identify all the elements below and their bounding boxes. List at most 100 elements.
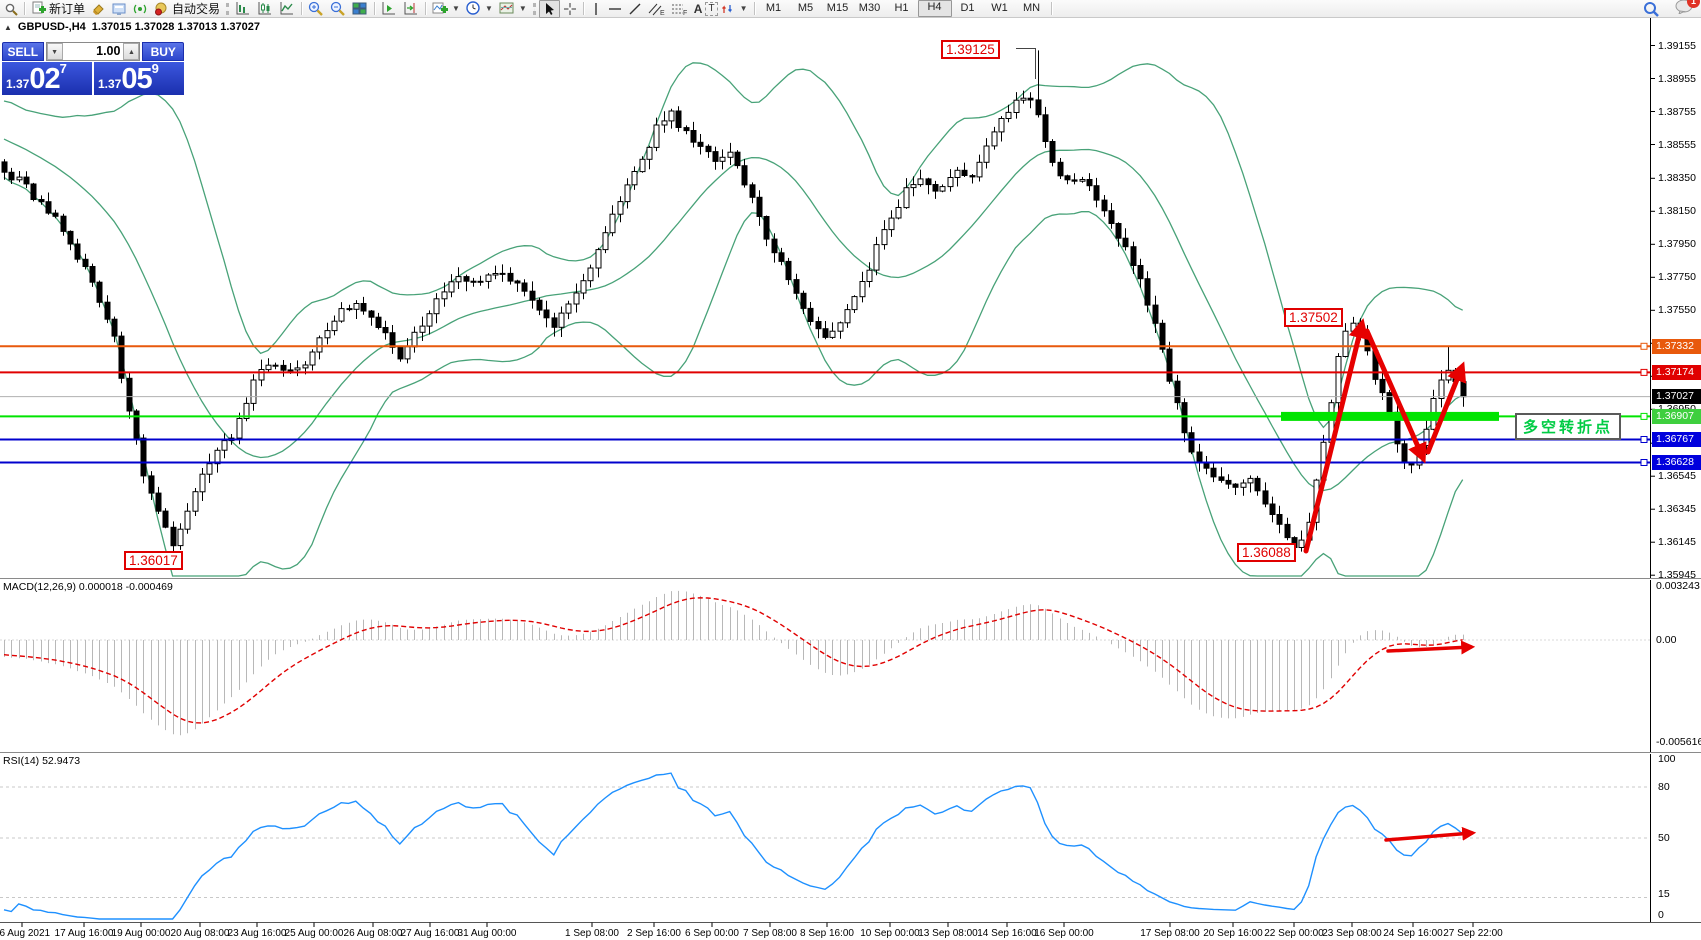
horizontal-level-lines[interactable] xyxy=(0,342,1650,466)
price-marker-1.36628: 1.36628 xyxy=(1652,454,1701,470)
buy-button[interactable]: BUY xyxy=(142,42,185,61)
price-marker-1.36907: 1.36907 xyxy=(1652,408,1701,424)
chevron-down-icon: ▼ xyxy=(518,4,527,13)
time-axis-label: 27 Aug 16:00 xyxy=(400,928,460,939)
time-axis-label: 20 Sep 16:00 xyxy=(1203,928,1263,939)
profile-icon xyxy=(112,3,126,15)
trendline-tool[interactable] xyxy=(625,1,645,17)
trend-zigzag-arrows[interactable] xyxy=(1303,318,1467,554)
separator xyxy=(425,2,427,15)
timeframe-W1[interactable]: W1 xyxy=(991,2,1008,14)
chart-shift-button[interactable] xyxy=(400,1,422,17)
time-axis-label: 22 Sep 00:00 xyxy=(1264,928,1324,939)
timeframe-H4[interactable]: H4 xyxy=(917,0,952,17)
time-axis-label: 17 Aug 16:00 xyxy=(54,928,114,939)
horizontal-line-tool[interactable] xyxy=(605,1,625,17)
timeframe-M30[interactable]: M30 xyxy=(858,2,881,14)
timeframe-D1[interactable]: D1 xyxy=(960,2,975,14)
time-axis-label: 25 Aug 00:00 xyxy=(284,928,344,939)
arrows-tool[interactable]: ▼ xyxy=(718,1,751,17)
price-tag-1.37502[interactable]: 1.37502 xyxy=(1284,308,1343,327)
price-tag-1.39125[interactable]: 1.39125 xyxy=(941,40,1000,59)
timeframe-H1[interactable]: H1 xyxy=(894,2,909,14)
separator xyxy=(374,2,376,15)
new-order-button[interactable]: 新订单 xyxy=(28,1,88,17)
turning-point-note[interactable]: 多空转折点 xyxy=(1515,413,1622,440)
indicators-button[interactable]: ▼ xyxy=(429,1,463,17)
timeframe-M1[interactable]: M1 xyxy=(765,2,782,14)
bar-chart-button[interactable] xyxy=(232,1,254,17)
timeframe-MN[interactable]: MN xyxy=(1022,2,1041,14)
text-tool[interactable]: A xyxy=(691,1,706,17)
rsi-annotation-arrow[interactable] xyxy=(1384,826,1477,842)
time-axis-label: 19 Aug 00:00 xyxy=(111,928,171,939)
toolbar: 新订单 自动交易 xyxy=(0,0,1701,18)
periods-button[interactable]: ▼ xyxy=(463,1,496,17)
svg-text:F: F xyxy=(683,10,687,16)
timeframe-M15[interactable]: M15 xyxy=(826,2,849,14)
price-tag-1.36017[interactable]: 1.36017 xyxy=(124,551,183,570)
price-marker-1.36767: 1.36767 xyxy=(1652,432,1701,448)
price-axis-tick: 1.38150 xyxy=(1658,205,1696,218)
tile-windows-button[interactable] xyxy=(349,1,371,17)
candlestick-chart-icon xyxy=(258,2,272,15)
styles-button[interactable] xyxy=(88,1,109,17)
timeframe-M5[interactable]: M5 xyxy=(797,2,814,14)
price-marker-1.37332: 1.37332 xyxy=(1652,338,1701,354)
collapse-arrow-icon[interactable]: ▲ xyxy=(4,22,12,32)
crosshair-icon xyxy=(563,2,576,15)
time-axis-label: 10 Sep 00:00 xyxy=(860,928,920,939)
buy-price-main: 05 xyxy=(121,63,152,95)
cursor-tool-button[interactable] xyxy=(538,0,560,18)
bollinger-bands xyxy=(3,62,1464,577)
templates-button[interactable]: ▼ xyxy=(496,1,530,17)
buy-price-panel[interactable]: 1.37 05 9 xyxy=(94,62,184,95)
time-axis-label: 17 Sep 08:00 xyxy=(1140,928,1200,939)
svg-text:E: E xyxy=(660,10,665,16)
sell-price-panel[interactable]: 1.37 02 7 xyxy=(2,62,92,95)
chart-shift-icon xyxy=(404,2,418,15)
crosshair-tool-button[interactable] xyxy=(560,1,580,17)
sell-button[interactable]: SELL xyxy=(2,42,44,61)
chevron-down-icon: ▼ xyxy=(739,4,748,13)
search-tool-icon[interactable] xyxy=(2,1,21,17)
line-chart-button[interactable] xyxy=(276,1,298,17)
symbol-title: GBPUSD-,H4 xyxy=(17,21,86,33)
price-axis-tick: 1.37950 xyxy=(1658,238,1696,251)
channel-tool[interactable]: E xyxy=(645,1,668,17)
price-tag-1.36088[interactable]: 1.36088 xyxy=(1237,543,1296,562)
global-search-icon[interactable] xyxy=(1643,1,1660,17)
volume-stepper: ▼ 1.00 ▲ xyxy=(45,42,141,61)
trendline-icon xyxy=(629,3,641,14)
toolbar-grip[interactable] xyxy=(532,2,536,15)
signals-button[interactable] xyxy=(130,1,151,17)
auto-scroll-button[interactable] xyxy=(378,1,400,17)
new-order-icon xyxy=(32,1,46,14)
macd-annotation-arrow[interactable] xyxy=(1386,640,1476,655)
zoom-out-button[interactable] xyxy=(327,1,349,17)
autotrading-button[interactable]: 自动交易 xyxy=(151,1,223,17)
vertical-line-tool[interactable] xyxy=(587,1,605,17)
volume-decrease-button[interactable]: ▼ xyxy=(46,43,63,60)
price-axis-tick: 1.37550 xyxy=(1658,304,1696,317)
text-label-tool[interactable]: T xyxy=(705,1,718,16)
autotrading-label: 自动交易 xyxy=(172,2,221,16)
notifications-button[interactable]: 1 xyxy=(1675,0,1700,19)
zoom-in-button[interactable] xyxy=(305,1,327,17)
signal-icon xyxy=(133,4,147,13)
time-axis-label: 13 Sep 08:00 xyxy=(918,928,978,939)
fibonacci-tool[interactable]: F xyxy=(668,1,691,17)
volume-input[interactable]: 1.00 xyxy=(96,44,121,58)
volume-increase-button[interactable]: ▲ xyxy=(123,43,140,60)
zoom-in-icon xyxy=(308,1,323,16)
notification-badge: 1 xyxy=(1687,0,1700,8)
symbol-ohlc: 1.37015 1.37028 1.37013 1.37027 xyxy=(91,21,260,33)
candlestick-chart-button[interactable] xyxy=(254,1,276,17)
autotrading-icon xyxy=(155,2,167,15)
new-order-label: 新订单 xyxy=(49,2,86,16)
toolbar-grip[interactable] xyxy=(226,2,230,15)
bar-chart-icon xyxy=(236,2,250,15)
profiles-button[interactable] xyxy=(109,1,130,17)
